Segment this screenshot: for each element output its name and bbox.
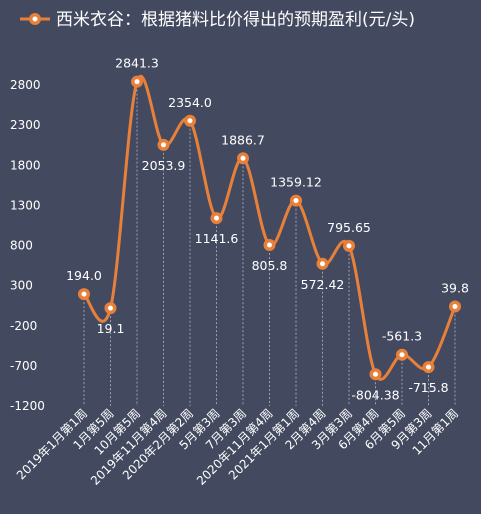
data-point-center <box>240 155 246 161</box>
data-label: -561.3 <box>382 329 422 344</box>
y-tick-label: -1200 <box>10 399 45 413</box>
data-labels: 194.0 19.1 2841.3 2053.9 2354.0 1141.6 1886.7 8… <box>66 56 469 403</box>
data-point-center <box>134 79 140 85</box>
data-point-center <box>161 142 166 148</box>
data-label: 194.0 <box>66 268 102 283</box>
data-point-center <box>267 242 272 248</box>
y-axis: -1200 -700 -200 300 800 1300 1800 2300 2800 <box>10 78 45 413</box>
data-point-center <box>108 305 113 311</box>
y-tick-label: 800 <box>10 239 33 253</box>
data-label: 39.8 <box>441 281 469 296</box>
y-tick-label: 1300 <box>10 198 41 212</box>
data-label: 19.1 <box>97 321 125 336</box>
y-tick-label: 300 <box>10 279 33 293</box>
data-points <box>78 75 461 381</box>
data-point-center <box>452 304 458 310</box>
data-label: 2841.3 <box>115 56 159 71</box>
y-tick-label: -200 <box>10 319 37 333</box>
y-tick-label: 2300 <box>10 118 41 132</box>
data-point-center <box>426 364 431 370</box>
data-label: 2053.9 <box>142 158 186 173</box>
data-point-center <box>81 291 87 297</box>
data-point-center <box>293 198 299 204</box>
y-tick-label: -700 <box>10 359 37 373</box>
data-label: 1886.7 <box>221 132 265 147</box>
data-label: 1359.12 <box>270 175 322 190</box>
data-label: -715.8 <box>408 380 448 395</box>
data-label: 795.65 <box>327 220 371 235</box>
y-tick-label: 1800 <box>10 158 41 172</box>
data-point-center <box>320 261 325 267</box>
data-point-center <box>187 118 193 124</box>
data-point-center <box>373 371 378 377</box>
drop-lines <box>83 81 456 406</box>
data-label: 805.8 <box>252 258 288 273</box>
data-point-center <box>214 215 219 221</box>
legend: 西米衣谷：根据猪料比价得出的预期盈利(元/头) <box>20 10 415 30</box>
data-label: 572.42 <box>301 277 345 292</box>
data-point-center <box>346 243 352 249</box>
data-point-center <box>399 352 405 358</box>
legend-label: 西米衣谷：根据猪料比价得出的预期盈利(元/头) <box>56 10 415 30</box>
data-label: 2354.0 <box>168 95 212 110</box>
x-axis: 2019年1月第1周1月第5周10月第5周2019年11月第4周2020年2月第… <box>14 406 461 488</box>
data-label: 1141.6 <box>195 231 239 246</box>
legend-marker-center <box>32 16 38 22</box>
data-label: -804.38 <box>351 387 399 402</box>
y-tick-label: 2800 <box>10 78 41 92</box>
